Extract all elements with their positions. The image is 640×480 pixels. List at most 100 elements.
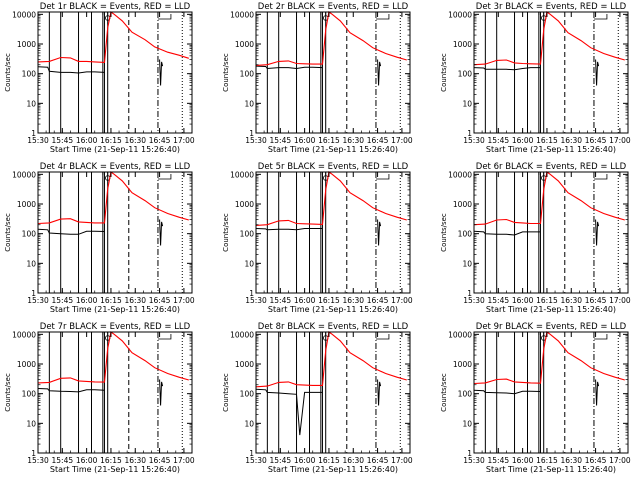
y-tick-label: 10000 — [448, 10, 472, 19]
y-tick-label: 1 — [31, 449, 36, 458]
x-tick-label: 16:00 — [512, 136, 534, 145]
plot-frame — [255, 11, 411, 134]
events-series-line — [473, 230, 541, 236]
y-tick-label: 1 — [467, 449, 472, 458]
x-tick-label: 16:00 — [76, 136, 98, 145]
x-tick-label: 16:15 — [100, 456, 122, 465]
y-tick-label: 100 — [458, 230, 473, 239]
y-tick-label: 10000 — [12, 170, 36, 179]
events-burst-line — [595, 59, 600, 86]
x-tick-label: 16:15 — [318, 136, 340, 145]
x-tick-label: 16:15 — [100, 296, 122, 305]
lld-series-line — [473, 171, 625, 226]
y-tick-label: 10 — [244, 259, 254, 268]
events-burst-line — [595, 219, 600, 246]
x-tick-label: 15:45 — [270, 296, 292, 305]
events-series-line — [37, 388, 105, 393]
lld-series-line — [255, 331, 407, 388]
x-tick-label: 16:00 — [294, 296, 316, 305]
x-tick-label: 16:15 — [536, 296, 558, 305]
y-tick-label: 10 — [26, 259, 36, 268]
x-tick-label: 17:00 — [609, 296, 631, 305]
bracket-marker-icon — [375, 174, 390, 180]
panel-title: Det 3r BLACK = Events, RED = LLD — [476, 2, 627, 12]
y-tick-label: 1000 — [17, 200, 36, 209]
y-tick-label: 1000 — [453, 360, 472, 369]
x-tick-label: 15:30 — [463, 456, 485, 465]
x-tick-label: 16:15 — [100, 136, 122, 145]
panel-title: Det 6r BLACK = Events, RED = LLD — [476, 162, 627, 172]
y-tick-label: 100 — [240, 390, 255, 399]
x-tick-label: 15:30 — [463, 296, 485, 305]
x-tick-label: 17:00 — [173, 296, 195, 305]
lld-series-line — [37, 11, 189, 63]
y-tick-label: 10000 — [448, 170, 472, 179]
x-axis-label: Start Time (21-Sep-11 15:26:40) — [486, 465, 616, 474]
y-tick-label: 1 — [249, 449, 254, 458]
bracket-marker-icon — [593, 174, 608, 180]
events-burst-line — [159, 379, 164, 406]
x-tick-label: 17:00 — [391, 136, 413, 145]
panel-title: Det 4r BLACK = Events, RED = LLD — [40, 162, 191, 172]
x-axis-label: Start Time (21-Sep-11 15:26:40) — [268, 145, 398, 154]
y-tick-label: 1000 — [453, 200, 472, 209]
y-axis-label: Counts/sec — [440, 53, 448, 92]
panel-det-3: Det 3r BLACK = Events, RED = LLD 1 10 100 10… — [440, 2, 631, 154]
x-tick-label: 15:30 — [463, 136, 485, 145]
panel-det-4: Det 4r BLACK = Events, RED = LLD 1 10 100 10… — [4, 162, 195, 314]
bracket-marker-icon — [157, 334, 172, 340]
x-tick-label: 16:30 — [342, 136, 364, 145]
x-tick-label: 15:45 — [52, 296, 74, 305]
x-tick-label: 16:30 — [124, 456, 146, 465]
bracket-marker-icon — [375, 334, 390, 340]
events-burst-line — [159, 59, 164, 86]
y-tick-label: 1 — [31, 129, 36, 138]
x-tick-label: 15:45 — [488, 456, 510, 465]
y-tick-label: 10 — [244, 99, 254, 108]
bracket-marker-icon — [157, 14, 172, 20]
panel-title: Det 9r BLACK = Events, RED = LLD — [476, 322, 627, 332]
x-tick-label: 16:45 — [149, 296, 171, 305]
x-axis-label: Start Time (21-Sep-11 15:26:40) — [50, 145, 180, 154]
x-tick-label: 16:45 — [367, 456, 389, 465]
events-burst-line — [377, 379, 382, 406]
y-tick-label: 10 — [26, 99, 36, 108]
events-series-line — [37, 228, 105, 235]
x-tick-label: 16:45 — [149, 456, 171, 465]
y-tick-label: 100 — [22, 70, 37, 79]
x-tick-label: 17:00 — [173, 456, 195, 465]
x-axis-label: Start Time (21-Sep-11 15:26:40) — [50, 465, 180, 474]
x-tick-label: 16:00 — [294, 136, 316, 145]
panel-title: Det 8r BLACK = Events, RED = LLD — [258, 322, 409, 332]
y-axis-label: Counts/sec — [440, 373, 448, 412]
panel-det-1: Det 1r BLACK = Events, RED = LLD 1 10 100 10… — [4, 2, 195, 154]
lld-series-line — [37, 171, 189, 225]
x-tick-label: 16:00 — [76, 296, 98, 305]
y-tick-label: 10000 — [230, 10, 254, 19]
y-tick-label: 1 — [467, 129, 472, 138]
lld-series-line — [255, 171, 407, 226]
x-tick-label: 16:45 — [585, 136, 607, 145]
y-tick-label: 10000 — [12, 10, 36, 19]
x-tick-label: 16:30 — [124, 296, 146, 305]
y-tick-label: 100 — [458, 390, 473, 399]
lld-series-line — [37, 331, 189, 384]
x-tick-label: 17:00 — [391, 296, 413, 305]
x-tick-label: 17:00 — [609, 136, 631, 145]
events-series-line — [255, 388, 323, 436]
x-axis-label: Start Time (21-Sep-11 15:26:40) — [486, 305, 616, 314]
panel-det-5: Det 5r BLACK = Events, RED = LLD 1 10 100 10… — [222, 162, 413, 314]
y-tick-label: 1 — [31, 289, 36, 298]
y-tick-label: 100 — [240, 230, 255, 239]
lld-series-line — [473, 11, 625, 66]
bracket-marker-icon — [593, 14, 608, 20]
x-tick-label: 16:30 — [124, 136, 146, 145]
y-tick-label: 1000 — [17, 40, 36, 49]
events-burst-line — [377, 219, 382, 246]
events-series-line — [37, 66, 105, 74]
panel-det-6: Det 6r BLACK = Events, RED = LLD 1 10 100 10… — [440, 162, 631, 314]
x-tick-label: 17:00 — [173, 136, 195, 145]
x-tick-label: 16:45 — [367, 136, 389, 145]
plot-frame — [37, 171, 193, 294]
